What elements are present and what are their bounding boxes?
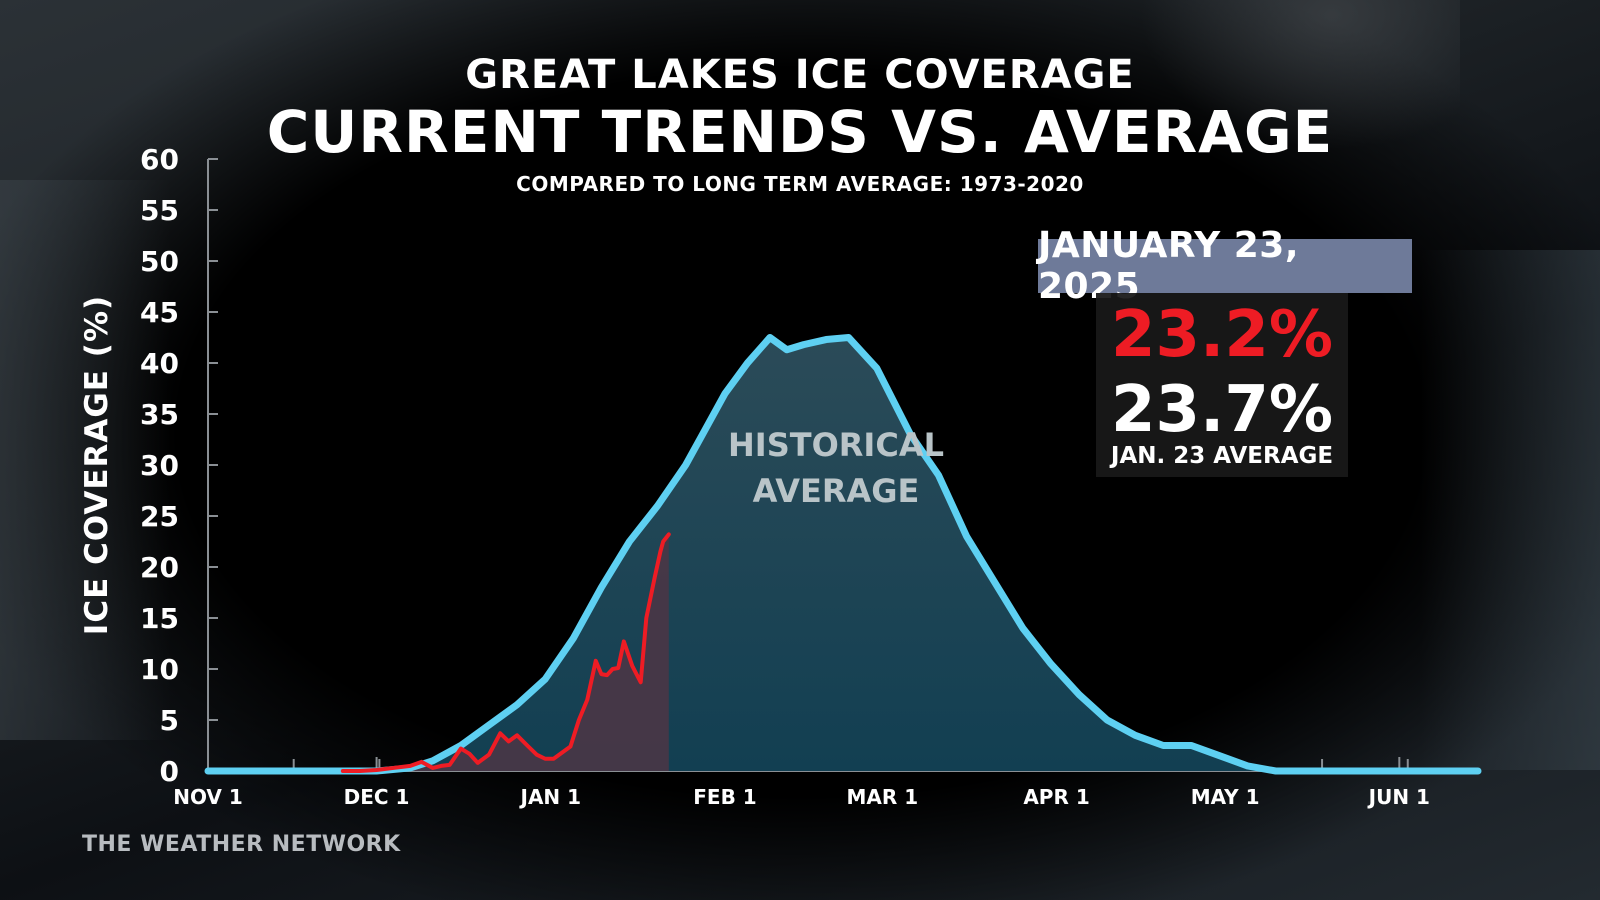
y-tick-label: 10 <box>140 653 179 686</box>
y-tick-label: 15 <box>140 602 179 635</box>
chart-subtitle: COMPARED TO LONG TERM AVERAGE: 1973-2020 <box>516 172 1084 196</box>
y-tick-label: 20 <box>140 551 179 584</box>
current-season-line <box>340 532 671 773</box>
source-credit: THE WEATHER NETWORK <box>82 832 401 857</box>
average-coverage-label: JAN. 23 AVERAGE <box>1110 443 1334 469</box>
y-tick-label: 0 <box>160 755 179 788</box>
current-season-area <box>342 534 669 771</box>
x-tick-label: FEB 1 <box>693 785 756 809</box>
y-tick-label: 35 <box>140 398 179 431</box>
x-tick-label: MAY 1 <box>1191 785 1260 809</box>
x-tick-label: APR 1 <box>1023 785 1089 809</box>
y-tick-label: 45 <box>140 296 179 329</box>
callout-values-panel: 23.2% 23.7% JAN. 23 AVERAGE <box>1096 293 1348 477</box>
y-tick-label: 40 <box>140 347 179 380</box>
background-shoreline-left <box>0 180 170 740</box>
current-coverage-value: 23.2% <box>1110 298 1334 372</box>
average-coverage-value: 23.7% <box>1110 373 1334 447</box>
x-tick-label: JAN 1 <box>519 785 582 809</box>
background-shoreline-right <box>1420 250 1600 770</box>
y-tick-label: 30 <box>140 449 179 482</box>
historical-average-area <box>208 337 1478 771</box>
callout-date: JANUARY 23, 2025 <box>1038 225 1412 307</box>
y-tick-label: 55 <box>140 194 179 227</box>
background-rock-top <box>1140 0 1460 150</box>
y-tick-label: 25 <box>140 500 179 533</box>
y-axis-label: ICE COVERAGE (%) <box>79 294 115 636</box>
area-label-line-1: HISTORICAL <box>728 426 944 464</box>
historical-average-line <box>204 334 1482 775</box>
chart-title: GREAT LAKES ICE COVERAGE <box>465 52 1135 98</box>
x-tick-label: NOV 1 <box>173 785 243 809</box>
y-tick-label: 60 <box>140 143 179 176</box>
x-tick-label: MAR 1 <box>847 785 919 809</box>
x-tick-label: DEC 1 <box>344 785 410 809</box>
area-label-line-2: AVERAGE <box>753 472 920 510</box>
x-tick-label: JUN 1 <box>1367 785 1430 809</box>
y-tick-label: 5 <box>160 704 179 737</box>
y-tick-label: 50 <box>140 245 179 278</box>
chart-headline: CURRENT TRENDS VS. AVERAGE <box>266 98 1334 166</box>
